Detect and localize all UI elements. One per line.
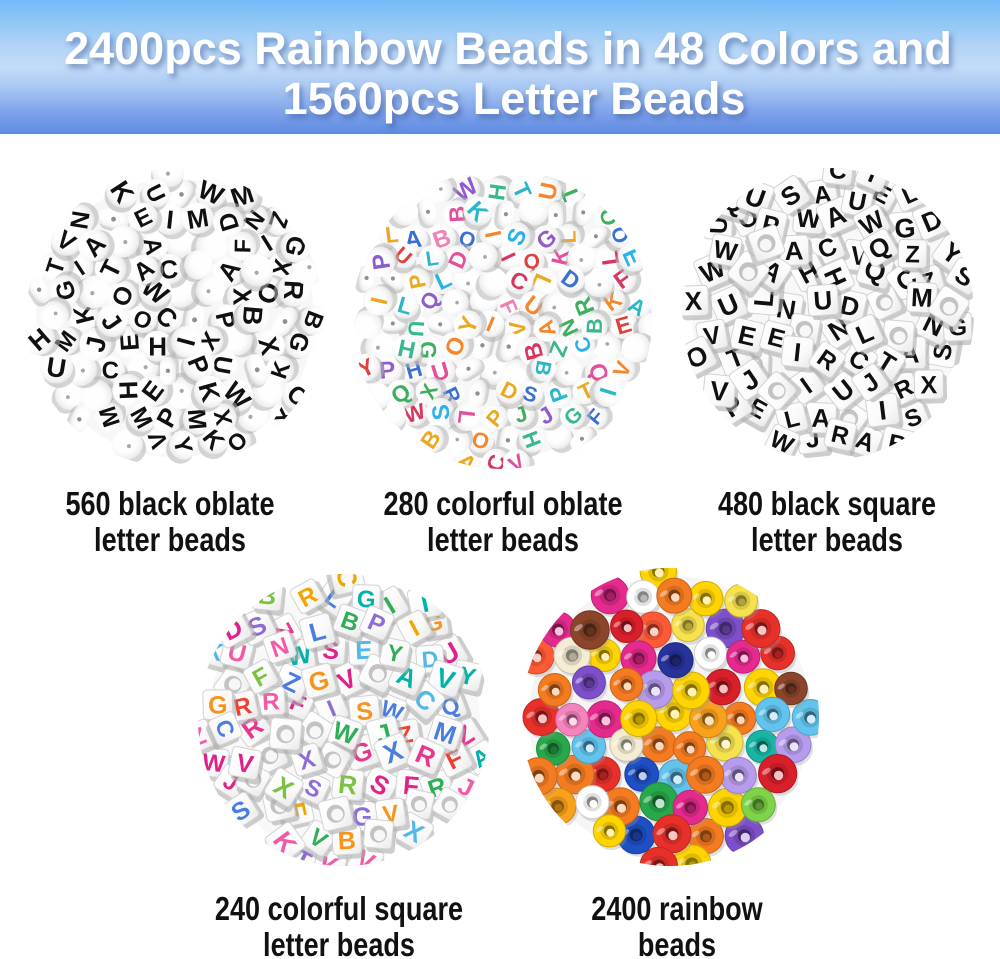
svg-text:U: U (207, 353, 238, 376)
svg-text:B: B (257, 581, 278, 611)
svg-text:C: C (827, 156, 848, 186)
svg-text:E: E (114, 333, 145, 352)
svg-text:U: U (813, 285, 834, 316)
svg-text:R: R (828, 421, 851, 451)
svg-text:P: P (404, 272, 431, 291)
svg-text:B: B (237, 305, 269, 327)
svg-text:U: U (44, 352, 68, 385)
svg-text:H: H (483, 182, 511, 202)
svg-text:S: S (355, 697, 375, 727)
svg-text:S: S (427, 403, 455, 421)
svg-text:Y: Y (167, 434, 197, 456)
svg-text:L: L (395, 291, 416, 320)
svg-text:R: R (262, 688, 281, 716)
svg-text:L: L (453, 409, 481, 426)
svg-text:X: X (684, 286, 703, 317)
svg-text:E: E (612, 310, 634, 339)
svg-text:W: W (711, 235, 740, 267)
svg-text:A: A (137, 235, 167, 258)
svg-text:Z: Z (905, 241, 920, 268)
svg-text:U: U (403, 320, 429, 338)
svg-text:E: E (765, 322, 788, 353)
svg-text:R: R (278, 280, 309, 301)
svg-text:M: M (910, 282, 933, 313)
svg-text:I: I (165, 204, 175, 235)
svg-text:R: R (231, 692, 254, 722)
svg-text:L: L (306, 615, 329, 648)
svg-text:M: M (182, 408, 212, 431)
svg-text:A: A (811, 403, 831, 434)
svg-text:H: H (113, 380, 144, 400)
svg-text:X: X (208, 407, 237, 428)
svg-text:B: B (582, 318, 608, 335)
svg-text:U: U (534, 180, 564, 202)
svg-text:U: U (846, 186, 869, 217)
svg-text:Y: Y (385, 639, 405, 667)
svg-text:I: I (480, 228, 507, 240)
svg-text:H: H (148, 332, 167, 362)
svg-text:A: A (784, 235, 804, 266)
svg-text:P: P (367, 252, 396, 272)
svg-text:B: B (337, 827, 357, 856)
svg-text:V: V (234, 749, 256, 780)
svg-text:S: S (520, 382, 540, 408)
svg-text:F: F (229, 239, 255, 254)
svg-text:G: G (208, 691, 228, 719)
svg-text:E: E (735, 319, 759, 352)
svg-text:L: L (424, 247, 440, 272)
svg-text:B: B (530, 358, 555, 377)
svg-text:I: I (792, 337, 802, 368)
svg-text:H: H (395, 335, 418, 365)
svg-text:P: P (210, 309, 241, 332)
svg-text:X: X (920, 371, 937, 399)
svg-text:G: G (893, 213, 916, 244)
svg-text:A: A (532, 317, 560, 339)
svg-text:V: V (709, 376, 730, 407)
svg-text:I: I (877, 395, 888, 426)
svg-text:N: N (65, 209, 95, 231)
svg-text:Q: Q (522, 250, 541, 275)
svg-text:M: M (185, 202, 211, 235)
svg-text:L: L (782, 405, 803, 435)
